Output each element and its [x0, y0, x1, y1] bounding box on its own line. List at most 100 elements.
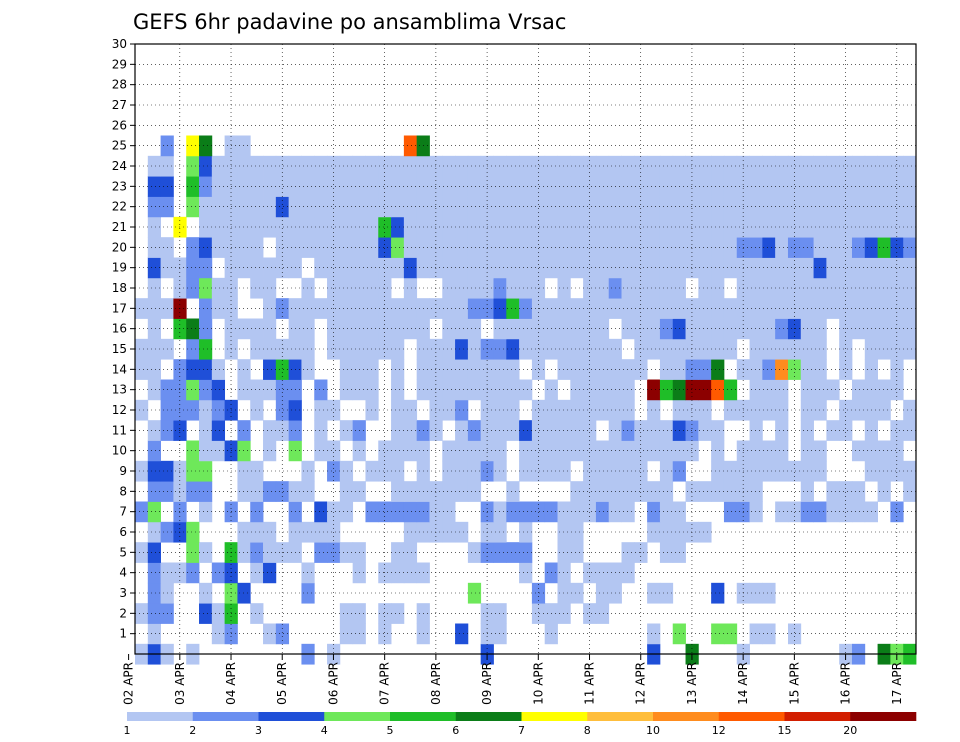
cell — [570, 399, 584, 421]
cell — [378, 603, 392, 624]
cell — [429, 216, 443, 238]
cell — [570, 338, 584, 360]
cell — [647, 237, 661, 258]
cell — [339, 379, 354, 401]
cell — [595, 359, 610, 380]
cell — [391, 481, 405, 502]
cell — [301, 237, 315, 258]
cell — [595, 379, 610, 401]
cell — [762, 379, 776, 401]
cell — [147, 623, 161, 645]
cell — [698, 359, 712, 380]
y-tick-label: 22 — [112, 200, 127, 214]
cell — [877, 318, 891, 340]
cell — [787, 460, 802, 482]
cell — [583, 216, 597, 238]
cell — [519, 216, 533, 238]
cell — [519, 379, 533, 401]
y-tick-label: 14 — [112, 362, 127, 376]
cell — [813, 338, 827, 360]
cell — [647, 257, 661, 279]
x-tick-label: 11 APR — [583, 662, 597, 705]
cell — [787, 338, 802, 360]
cell — [621, 196, 635, 218]
cell — [583, 440, 597, 462]
cell — [327, 399, 341, 421]
cell — [314, 521, 328, 543]
cell — [647, 155, 661, 177]
cell — [570, 196, 584, 218]
cell — [237, 359, 251, 380]
cell — [263, 338, 277, 360]
cell — [531, 460, 546, 482]
y-tick-label: 18 — [112, 281, 127, 295]
cell — [173, 216, 187, 238]
cell — [749, 501, 763, 523]
cell — [339, 603, 354, 624]
cell — [723, 196, 738, 218]
cell — [519, 176, 533, 197]
cell — [698, 521, 712, 543]
cell — [442, 277, 456, 299]
cell — [391, 359, 405, 380]
cell — [903, 155, 917, 177]
cell — [634, 338, 648, 360]
colorbar-swatch — [258, 712, 325, 721]
cell — [186, 379, 200, 401]
cell — [711, 481, 725, 502]
cell — [749, 318, 763, 340]
cell — [711, 237, 725, 258]
cell — [506, 257, 520, 279]
cell — [813, 155, 827, 177]
cell — [237, 542, 251, 563]
cell — [749, 420, 763, 441]
cell — [839, 481, 853, 502]
cell — [762, 359, 776, 380]
cell — [826, 501, 840, 523]
cell — [378, 623, 392, 645]
cell — [659, 501, 674, 523]
cell — [429, 257, 443, 279]
cell — [455, 420, 469, 441]
cell — [839, 399, 853, 421]
cell — [787, 155, 802, 177]
y-tick-label: 5 — [119, 545, 127, 559]
cell — [147, 542, 161, 563]
cell — [186, 257, 200, 279]
cell — [851, 237, 866, 258]
x-tick-label: 07 APR — [378, 662, 392, 705]
cell — [263, 277, 277, 299]
cell — [851, 216, 866, 238]
cell — [570, 542, 584, 563]
cell — [442, 237, 456, 258]
cell — [314, 196, 328, 218]
cell — [429, 155, 443, 177]
cell — [327, 237, 341, 258]
cell — [506, 481, 520, 502]
gridlines — [135, 43, 916, 654]
cell — [135, 399, 149, 421]
cell — [877, 460, 891, 482]
cell — [775, 318, 789, 340]
cell — [186, 542, 200, 563]
x-tick-label: 03 APR — [173, 662, 187, 705]
cell — [903, 216, 917, 238]
cell — [851, 155, 866, 177]
y-tick-label: 26 — [112, 118, 127, 132]
cell — [839, 501, 853, 523]
cell — [749, 359, 763, 380]
cell — [621, 359, 635, 380]
cell — [711, 216, 725, 238]
cell — [595, 237, 610, 258]
cell — [339, 420, 354, 441]
cell — [583, 603, 597, 624]
cell — [186, 135, 200, 157]
cell — [314, 440, 328, 462]
cell — [749, 257, 763, 279]
cell — [199, 359, 213, 380]
cell — [339, 155, 354, 177]
cell — [659, 460, 674, 482]
cell — [787, 176, 802, 197]
cell — [775, 216, 789, 238]
cell — [839, 237, 853, 258]
